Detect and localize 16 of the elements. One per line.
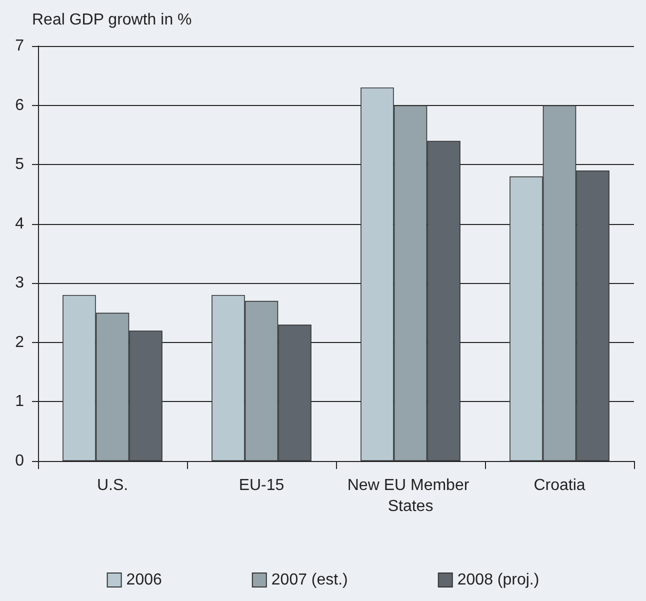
y-tick-label: 3 xyxy=(15,274,24,292)
x-tick-label: Croatia xyxy=(534,477,586,494)
y-axis-title: Real GDP growth in % xyxy=(32,12,192,28)
legend-label: 2007 (est.) xyxy=(271,572,348,588)
legend-label: 2006 xyxy=(126,572,162,588)
y-tick-label: 7 xyxy=(15,38,24,54)
y-tick-label: 6 xyxy=(15,96,24,114)
x-tick-label: EU-15 xyxy=(238,477,284,494)
x-tick-label: U.S. xyxy=(96,477,128,494)
y-tick-label: 2 xyxy=(15,334,24,351)
y-tick-label: 4 xyxy=(15,215,24,232)
y-tick-label: 1 xyxy=(15,393,24,410)
x-tick-label: New EU Member States xyxy=(347,477,474,515)
y-tick-label: 5 xyxy=(15,156,24,174)
legend-label: 2008 (proj.) xyxy=(457,572,540,588)
y-tick-label: 0 xyxy=(15,452,24,470)
